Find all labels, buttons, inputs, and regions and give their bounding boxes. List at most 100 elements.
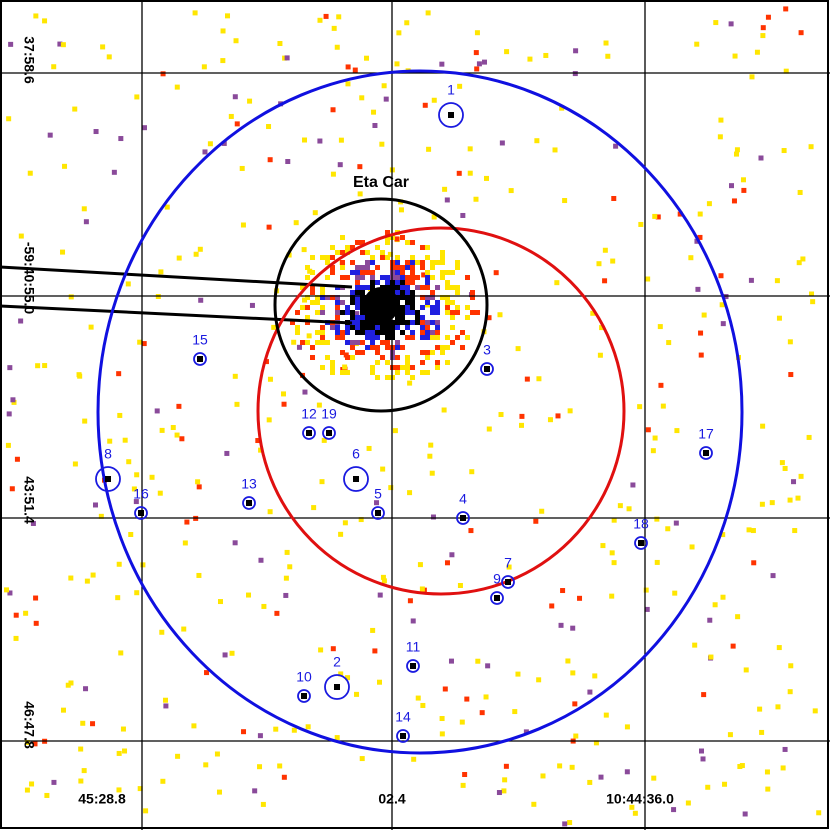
event <box>699 748 705 754</box>
event <box>355 270 360 275</box>
event <box>590 310 596 316</box>
event <box>380 466 386 472</box>
event <box>395 255 400 260</box>
event <box>380 330 385 335</box>
event <box>281 391 287 397</box>
event <box>430 310 435 315</box>
event <box>355 280 360 285</box>
event <box>360 350 365 355</box>
source-number: 19 <box>321 406 337 422</box>
event <box>746 527 752 533</box>
event <box>435 365 440 370</box>
event <box>467 146 473 152</box>
event <box>284 55 290 61</box>
event <box>385 345 390 350</box>
event <box>122 437 128 443</box>
source-core <box>353 476 359 482</box>
event <box>197 246 203 252</box>
event <box>350 260 355 265</box>
event <box>340 330 345 335</box>
event <box>263 359 269 365</box>
event <box>370 365 375 370</box>
event <box>93 129 99 135</box>
event <box>722 781 728 787</box>
source-core <box>197 356 203 362</box>
event <box>375 335 380 340</box>
source-circle <box>480 362 494 376</box>
event <box>435 320 440 325</box>
event <box>407 490 413 496</box>
event <box>502 777 508 783</box>
event <box>430 335 435 340</box>
event <box>470 290 475 295</box>
event <box>400 345 405 350</box>
event <box>493 270 499 276</box>
source-core <box>638 540 644 546</box>
event <box>415 260 420 265</box>
event <box>357 191 363 197</box>
event <box>345 325 350 330</box>
event <box>727 732 733 738</box>
event <box>425 280 430 285</box>
event <box>340 335 345 340</box>
event <box>134 472 140 478</box>
event <box>431 97 437 103</box>
event <box>737 764 743 770</box>
event <box>116 787 122 793</box>
source-core <box>703 450 709 456</box>
event <box>742 811 748 817</box>
event <box>410 310 415 315</box>
source-circle <box>501 575 515 589</box>
event <box>415 285 420 290</box>
event <box>106 54 112 60</box>
event <box>134 590 140 596</box>
event <box>42 18 48 24</box>
event <box>540 773 546 779</box>
event <box>420 260 425 265</box>
event <box>159 427 165 433</box>
event <box>360 315 365 320</box>
event <box>350 320 355 325</box>
event <box>519 422 525 428</box>
source-number: 15 <box>192 332 208 348</box>
event <box>266 124 272 130</box>
event <box>137 339 143 345</box>
event <box>360 285 365 290</box>
event <box>335 330 340 335</box>
ra-label: 45:28.8 <box>78 791 126 807</box>
event <box>375 345 380 350</box>
event <box>806 434 812 440</box>
event <box>420 702 426 708</box>
event <box>320 330 325 335</box>
event <box>370 340 375 345</box>
event <box>697 211 703 217</box>
event <box>90 721 96 727</box>
event <box>455 310 460 315</box>
event <box>301 247 307 253</box>
event <box>336 14 342 20</box>
event <box>720 594 726 600</box>
event <box>345 81 351 87</box>
event <box>444 197 450 203</box>
event <box>115 595 121 601</box>
source-core <box>505 579 511 585</box>
event <box>410 335 415 340</box>
event <box>217 599 223 605</box>
event <box>440 345 445 350</box>
event <box>405 265 410 270</box>
event <box>410 280 415 285</box>
event <box>788 663 794 669</box>
event <box>445 305 450 310</box>
event <box>425 245 430 250</box>
event <box>430 320 435 325</box>
event <box>330 325 335 330</box>
event <box>474 66 480 72</box>
event <box>665 526 671 532</box>
event <box>398 207 404 213</box>
event <box>486 426 492 432</box>
event <box>808 144 814 150</box>
event <box>305 295 310 300</box>
event <box>174 84 180 90</box>
event <box>365 345 370 350</box>
event <box>300 340 305 345</box>
